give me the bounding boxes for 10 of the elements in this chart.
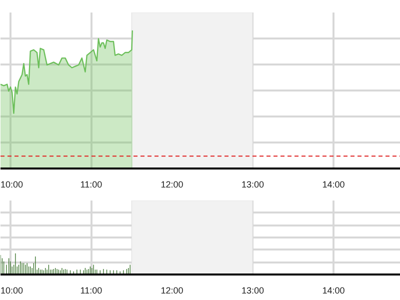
x-tick-label: 11:00: [80, 180, 102, 190]
x-tick-label: 11:00: [80, 286, 102, 296]
x-tick-label: 12:00: [160, 180, 184, 190]
x-tick-label: 10:00: [0, 180, 24, 190]
x-tick-label: 12:00: [160, 286, 184, 296]
x-tick-label: 13:00: [241, 180, 264, 190]
x-tick-label: 13:00: [241, 286, 264, 296]
x-tick-label: 10:00: [0, 286, 24, 296]
x-tick-label: 14:00: [322, 180, 345, 190]
x-tick-label: 14:00: [322, 286, 345, 296]
